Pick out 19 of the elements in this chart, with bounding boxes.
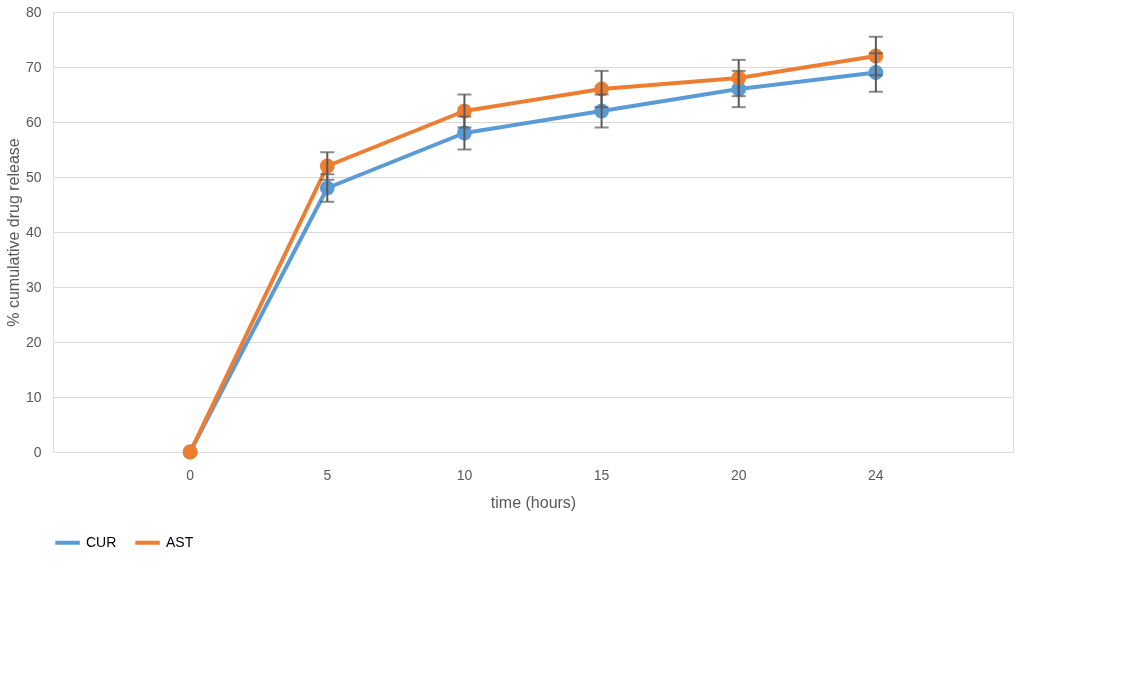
y-tick-label: 40 xyxy=(25,223,42,240)
y-tick-label: 10 xyxy=(25,388,42,405)
y-axis-title: % cumulative drug release xyxy=(4,138,22,327)
x-tick-label: 20 xyxy=(730,466,747,483)
x-tick-label: 0 xyxy=(186,466,195,483)
x-tick-label: 24 xyxy=(868,466,884,483)
y-tick-label: 60 xyxy=(25,113,42,130)
y-tick-label: 70 xyxy=(25,58,42,75)
y-tick-label: 20 xyxy=(25,333,42,350)
x-tick-label: 15 xyxy=(593,466,610,483)
x-tick-label: 10 xyxy=(456,466,473,483)
legend-label: AST xyxy=(166,533,194,550)
y-tick-label: 30 xyxy=(25,278,42,295)
y-tick-label: 80 xyxy=(25,3,42,20)
y-tick-label: 50 xyxy=(25,168,42,185)
y-tick-label: 0 xyxy=(33,443,42,460)
x-tick-label: 5 xyxy=(323,466,332,483)
legend-label: CUR xyxy=(86,533,117,550)
x-axis-title: time (hours) xyxy=(490,493,577,511)
